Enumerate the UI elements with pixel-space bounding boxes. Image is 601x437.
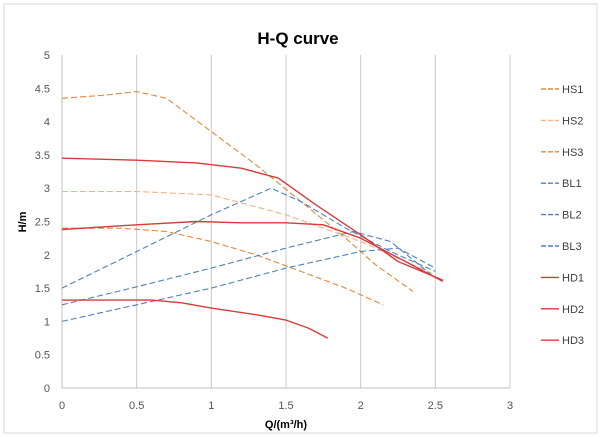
y-tick-label: 2.5 xyxy=(35,217,50,229)
series-line-hs3 xyxy=(62,227,384,306)
legend-label-hs3: HS3 xyxy=(562,147,583,159)
chart-title: H-Q curve xyxy=(257,29,338,48)
y-axis-label: H/m xyxy=(17,211,29,232)
series-line-hd2 xyxy=(61,220,444,283)
x-axis-label: Q/(m³/h) xyxy=(265,419,307,431)
series-line-hs2 xyxy=(62,190,436,276)
y-tick-label: 5 xyxy=(44,50,50,62)
series-line-hd1 xyxy=(61,157,444,281)
y-tick-label: 1.5 xyxy=(35,283,50,295)
series-line-bl1 xyxy=(61,187,436,289)
x-tick-label: 1 xyxy=(208,400,214,412)
y-tick-label: 0 xyxy=(44,383,50,395)
legend-label-bl3: BL3 xyxy=(562,241,582,253)
y-tick-label: 3.5 xyxy=(35,150,50,162)
series-line-bl2 xyxy=(61,230,436,306)
x-tick-label: 2 xyxy=(358,400,364,412)
legend-label-bl2: BL2 xyxy=(562,210,582,222)
x-tick-label: 3 xyxy=(507,400,513,412)
tick-layer: 0 0.5 1 1.5 2 2.5 3 0 0.5 1 1.5 2 2.5 3 3.5 4 4.5 5 xyxy=(35,50,513,412)
y-tick-label: 4 xyxy=(44,117,50,129)
legend-label-hs1: HS1 xyxy=(562,84,583,96)
legend-label-bl1: BL1 xyxy=(562,178,582,190)
y-tick-label: 1 xyxy=(44,316,50,328)
y-tick-label: 0.5 xyxy=(35,350,50,362)
legend-label-hs2: HS2 xyxy=(562,115,583,127)
x-tick-label: 2.5 xyxy=(428,400,443,412)
chart-frame xyxy=(3,3,598,434)
y-tick-label: 3 xyxy=(44,183,50,195)
y-tick-label: 4.5 xyxy=(35,83,50,95)
legend-label-hd3: HD3 xyxy=(562,335,584,347)
legend-label-hd2: HD2 xyxy=(562,304,584,316)
y-tick-label: 2 xyxy=(44,250,50,262)
x-tick-label: 1.5 xyxy=(278,400,293,412)
series-line-bl3 xyxy=(61,247,436,322)
legend-label-hd1: HD1 xyxy=(562,272,584,284)
series-layer xyxy=(61,91,444,339)
x-tick-label: 0.5 xyxy=(129,400,144,412)
series-line-hd3 xyxy=(62,299,329,339)
x-tick-label: 0 xyxy=(59,400,65,412)
legend: HS1 HS2 HS3 BL1 BL2 BL3 HD1 HD2 HD3 xyxy=(541,84,584,347)
